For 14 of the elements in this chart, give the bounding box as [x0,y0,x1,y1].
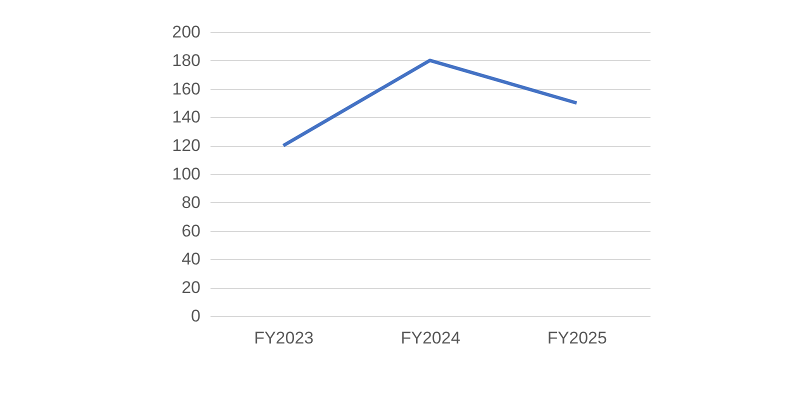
y-tick-label: 180 [172,50,200,70]
y-tick-label: 200 [172,22,200,42]
y-tick-label: 60 [182,221,200,240]
y-tick-label: 80 [182,192,200,212]
y-tick-label: 40 [182,250,200,269]
y-tick-label: 100 [172,164,200,184]
y-tick-label: 160 [172,79,200,98]
x-tick-label: FY2023 [254,328,314,348]
y-tick-label: 120 [172,136,200,156]
y-tick-label: 0 [191,306,200,326]
x-tick-label: FY2024 [400,328,460,348]
y-tick-label: 140 [172,108,200,127]
y-tick-label: 20 [182,278,200,298]
x-tick-label: FY2025 [547,328,607,348]
